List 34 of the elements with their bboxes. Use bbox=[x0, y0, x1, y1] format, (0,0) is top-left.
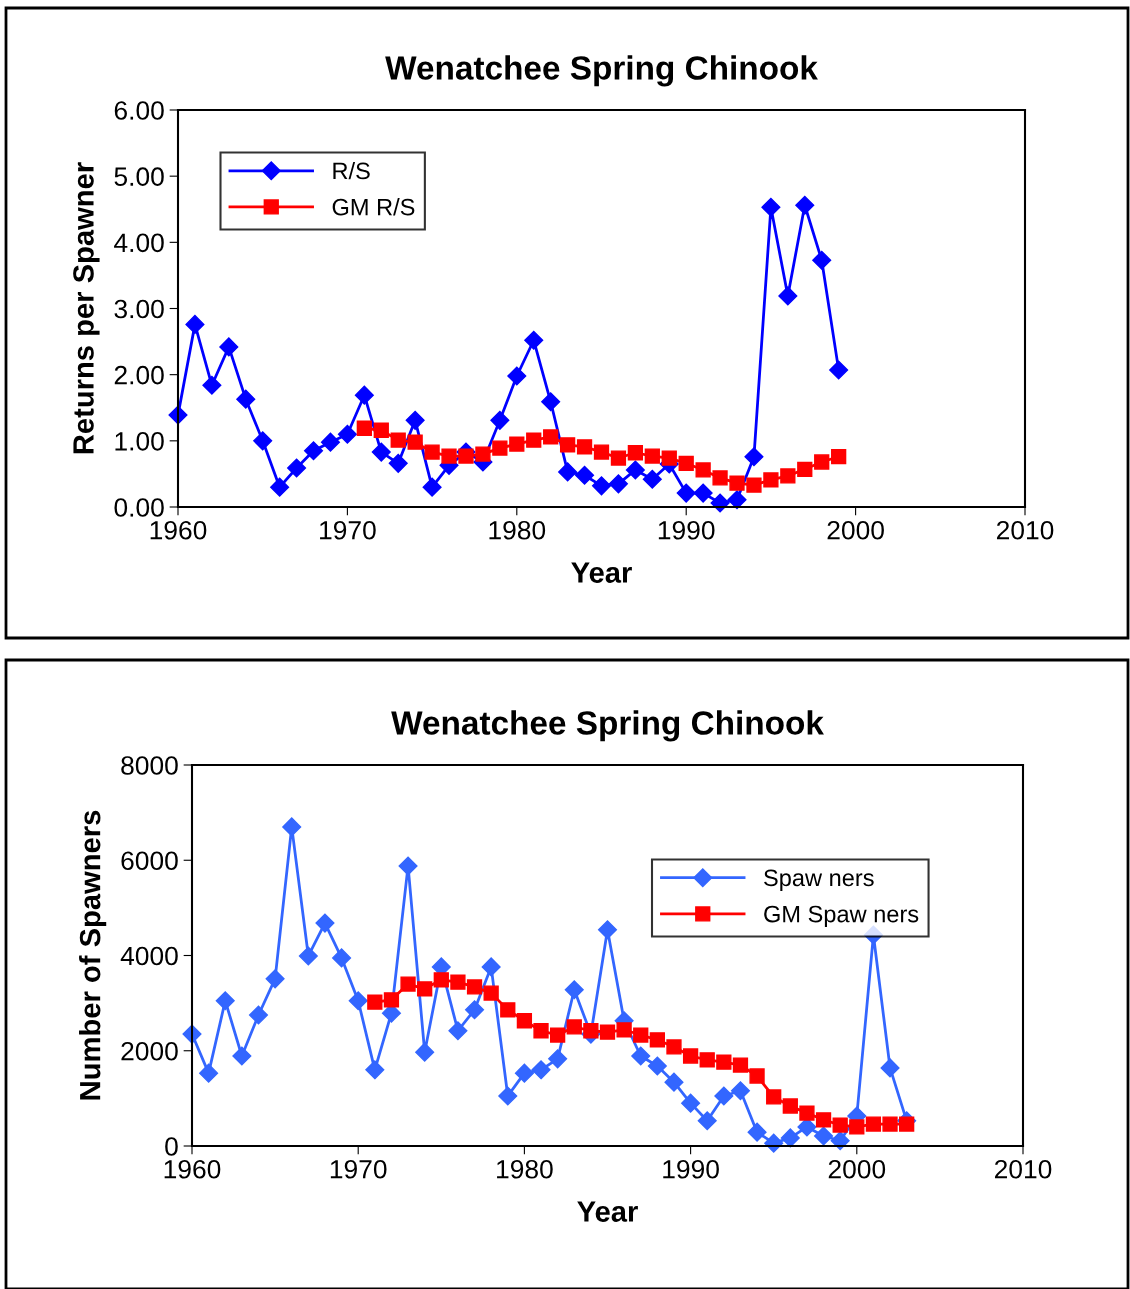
x-tick-label: 1970 bbox=[320, 520, 376, 540]
y-tick-label: 1.00 bbox=[115, 431, 164, 451]
x-tick-label: 1960 bbox=[150, 520, 207, 540]
x-tick-label: 1990 bbox=[663, 1159, 719, 1179]
legend-label: R/S bbox=[333, 161, 370, 180]
x-axis-title: Year bbox=[577, 1201, 638, 1222]
y-tick-label: 8000 bbox=[121, 756, 178, 775]
y-tick-label: 4.00 bbox=[114, 233, 164, 253]
y-axis-title: Returns per Spawner bbox=[73, 162, 100, 454]
x-tick-label: 1960 bbox=[164, 1159, 221, 1179]
x-tick-label: 1970 bbox=[330, 1159, 387, 1179]
x-tick-label: 1980 bbox=[497, 1159, 553, 1179]
y-tick-label: 2.00 bbox=[114, 365, 164, 385]
y-tick-label: 6.00 bbox=[114, 101, 164, 120]
x-axis-title: Year bbox=[571, 562, 632, 583]
chart-title: Wenatchee Spring Chinook bbox=[391, 710, 824, 742]
y-tick-label: 4000 bbox=[120, 946, 178, 966]
y-tick-label: 0 bbox=[165, 1137, 178, 1156]
x-tick-label: 2010 bbox=[994, 1159, 1052, 1179]
x-tick-label: 1990 bbox=[658, 520, 715, 540]
y-tick-label: 3.00 bbox=[114, 299, 164, 319]
legend-label: GM Spaw ners bbox=[764, 905, 919, 928]
x-tick-label: 1980 bbox=[489, 520, 546, 540]
x-tick-label: 2000 bbox=[828, 1159, 886, 1179]
y-tick-label: 2000 bbox=[121, 1041, 178, 1061]
legend-label: Spaw ners bbox=[764, 869, 874, 891]
x-tick-label: 2010 bbox=[996, 520, 1054, 540]
x-tick-label: 2000 bbox=[827, 520, 884, 540]
y-tick-label: 0.00 bbox=[114, 498, 164, 517]
y-axis-title: Number of Spawners bbox=[79, 810, 107, 1100]
y-tick-label: 6000 bbox=[121, 851, 178, 871]
chart-title: Wenatchee Spring Chinook bbox=[385, 55, 818, 87]
legend-label: GM R/S bbox=[332, 198, 415, 216]
y-tick-label: 5.00 bbox=[114, 167, 164, 186]
